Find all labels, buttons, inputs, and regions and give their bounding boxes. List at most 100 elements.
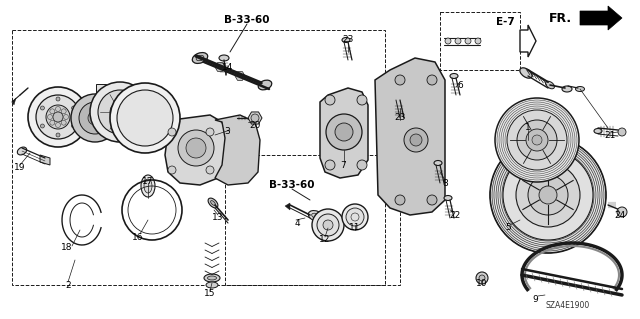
Text: 14: 14 xyxy=(222,63,234,72)
Circle shape xyxy=(56,122,61,128)
Ellipse shape xyxy=(575,86,584,92)
Circle shape xyxy=(404,128,428,152)
Circle shape xyxy=(539,186,557,204)
Circle shape xyxy=(495,98,579,182)
Circle shape xyxy=(617,207,627,217)
Ellipse shape xyxy=(141,175,155,197)
Bar xyxy=(12,30,385,285)
Text: 20: 20 xyxy=(250,121,260,130)
Circle shape xyxy=(476,272,488,284)
Circle shape xyxy=(505,108,569,172)
Circle shape xyxy=(46,105,70,129)
Text: B-33-60: B-33-60 xyxy=(224,15,269,25)
Bar xyxy=(96,84,106,94)
Circle shape xyxy=(475,38,481,44)
Ellipse shape xyxy=(259,80,272,90)
Polygon shape xyxy=(235,72,245,80)
Circle shape xyxy=(117,90,173,146)
Circle shape xyxy=(502,149,594,241)
Text: 7: 7 xyxy=(340,160,346,169)
Text: 4: 4 xyxy=(294,219,300,227)
Circle shape xyxy=(479,275,485,281)
Polygon shape xyxy=(248,112,262,124)
Circle shape xyxy=(168,128,176,136)
Circle shape xyxy=(501,104,573,176)
Text: 6: 6 xyxy=(457,80,463,90)
Ellipse shape xyxy=(211,201,216,205)
Text: 2: 2 xyxy=(65,280,71,290)
Circle shape xyxy=(79,102,111,134)
Text: 5: 5 xyxy=(505,224,511,233)
Ellipse shape xyxy=(444,196,452,201)
Ellipse shape xyxy=(207,276,216,280)
Circle shape xyxy=(317,214,339,236)
Circle shape xyxy=(395,195,405,205)
Polygon shape xyxy=(215,63,225,71)
Polygon shape xyxy=(375,58,445,215)
Text: 19: 19 xyxy=(14,164,26,173)
Circle shape xyxy=(40,124,44,128)
Circle shape xyxy=(498,145,598,245)
Circle shape xyxy=(517,120,557,160)
Text: SZA4E1900: SZA4E1900 xyxy=(546,300,590,309)
Circle shape xyxy=(61,109,66,114)
Circle shape xyxy=(178,130,214,166)
Circle shape xyxy=(72,124,76,128)
Ellipse shape xyxy=(450,73,458,78)
Circle shape xyxy=(326,114,362,150)
Circle shape xyxy=(357,160,367,170)
Circle shape xyxy=(61,120,66,125)
Text: 8: 8 xyxy=(442,179,448,188)
Text: 9: 9 xyxy=(532,294,538,303)
Circle shape xyxy=(56,133,60,137)
Bar xyxy=(225,155,400,285)
Text: 23: 23 xyxy=(342,35,354,44)
Polygon shape xyxy=(165,115,228,185)
Text: 24: 24 xyxy=(614,211,626,219)
Circle shape xyxy=(410,134,422,146)
Text: 10: 10 xyxy=(476,278,488,287)
Ellipse shape xyxy=(208,198,218,208)
Circle shape xyxy=(56,97,60,101)
Circle shape xyxy=(88,111,102,125)
Circle shape xyxy=(90,82,150,142)
Circle shape xyxy=(528,175,568,215)
Circle shape xyxy=(357,95,367,105)
Ellipse shape xyxy=(206,282,218,288)
Circle shape xyxy=(47,115,52,120)
Ellipse shape xyxy=(219,55,229,61)
Polygon shape xyxy=(12,98,16,105)
Circle shape xyxy=(312,209,344,241)
Circle shape xyxy=(395,75,405,85)
Circle shape xyxy=(28,87,88,147)
Circle shape xyxy=(427,75,437,85)
Circle shape xyxy=(342,204,368,230)
Circle shape xyxy=(168,166,176,174)
Polygon shape xyxy=(320,88,368,178)
Polygon shape xyxy=(215,115,260,185)
Ellipse shape xyxy=(562,86,572,92)
Circle shape xyxy=(323,220,333,230)
Polygon shape xyxy=(40,155,50,165)
Ellipse shape xyxy=(17,147,27,155)
Text: 17: 17 xyxy=(142,177,154,187)
Circle shape xyxy=(494,141,602,249)
Text: 1: 1 xyxy=(525,123,531,132)
Ellipse shape xyxy=(342,38,350,42)
Circle shape xyxy=(490,137,606,253)
Circle shape xyxy=(50,120,55,125)
Circle shape xyxy=(465,38,471,44)
Circle shape xyxy=(492,139,604,251)
Circle shape xyxy=(71,94,119,142)
Circle shape xyxy=(427,195,437,205)
Circle shape xyxy=(335,123,353,141)
Circle shape xyxy=(499,102,575,178)
Circle shape xyxy=(325,160,335,170)
Circle shape xyxy=(36,95,80,139)
Text: 15: 15 xyxy=(204,290,216,299)
Circle shape xyxy=(325,95,335,105)
Bar xyxy=(440,12,520,70)
Ellipse shape xyxy=(394,95,402,100)
Ellipse shape xyxy=(434,160,442,166)
Circle shape xyxy=(251,114,259,122)
